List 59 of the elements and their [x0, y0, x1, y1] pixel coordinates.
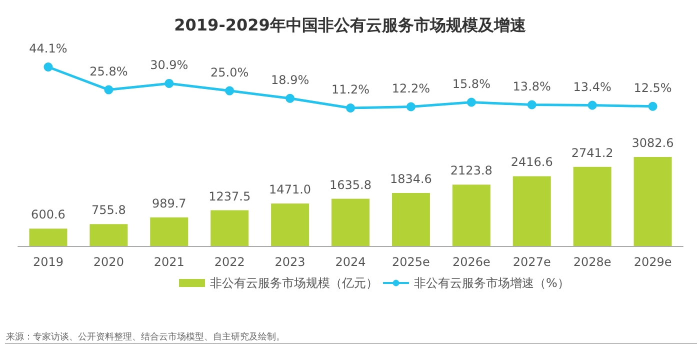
bar [452, 184, 490, 246]
point [44, 62, 53, 72]
bar [573, 166, 612, 246]
point [104, 85, 114, 94]
x-tick-label: 2019 [32, 255, 64, 269]
legend-label: 非公有云服务市场增速（%） [414, 276, 570, 290]
point [346, 104, 355, 112]
data-label: 2741.2 [571, 146, 614, 160]
bar [29, 228, 68, 246]
chart-title: 2019-2029年中国非公有云服务市场规模及增速 [174, 16, 527, 34]
data-label: 13.4% [573, 80, 612, 94]
data-label: 13.8% [512, 79, 551, 94]
data-label: 15.8% [452, 76, 490, 91]
x-tick-label: 2027e [512, 255, 551, 269]
point [648, 102, 658, 111]
data-label: 12.2% [392, 81, 430, 96]
bar [392, 193, 430, 246]
bar [210, 210, 249, 246]
data-label: 2123.8 [450, 164, 492, 178]
data-label: 989.7 [152, 196, 186, 210]
source-note: 来源：专家访谈、公开资料整理、结合云市场模型、自主研究及绘制。 [6, 332, 285, 342]
point [286, 94, 295, 103]
data-label: 1834.6 [390, 172, 432, 186]
bar [332, 198, 370, 246]
data-label: 18.9% [270, 72, 310, 87]
data-label: 12.5% [634, 80, 672, 95]
x-tick-label: 2028e [573, 255, 612, 269]
point [527, 100, 536, 110]
data-label: 1635.8 [330, 178, 372, 192]
x-tick-label: 2025e [392, 255, 430, 269]
x-tick-label: 2023 [274, 255, 306, 269]
x-tick-label: 2021 [154, 255, 184, 269]
point [225, 86, 234, 96]
data-label: 600.6 [31, 208, 66, 222]
data-label: 2416.6 [510, 155, 553, 170]
point [406, 102, 416, 112]
bar [271, 204, 310, 246]
data-label: 1471.0 [269, 182, 312, 197]
x-tick-label: 2029e [634, 255, 672, 269]
data-label: 25.8% [90, 64, 128, 78]
bar [512, 176, 551, 246]
data-label: 11.2% [331, 82, 370, 96]
data-label: 755.8 [92, 203, 126, 218]
point [466, 98, 476, 107]
data-label: 30.9% [150, 58, 188, 72]
point [588, 100, 597, 110]
bar [90, 224, 128, 246]
bar [150, 217, 188, 246]
data-label: 44.1% [29, 42, 68, 56]
x-tick-label: 2020 [93, 255, 124, 269]
x-tick-label: 2024 [335, 255, 366, 269]
data-label: 25.0% [210, 65, 249, 80]
data-label: 3082.6 [632, 136, 674, 150]
x-tick-label: 2026e [452, 255, 490, 269]
data-label: 1237.5 [208, 189, 251, 204]
legend-label: 非公有云服务市场规模（亿元） [210, 276, 378, 290]
bar [634, 157, 672, 246]
x-tick-label: 2022 [214, 255, 245, 269]
point [164, 78, 174, 88]
